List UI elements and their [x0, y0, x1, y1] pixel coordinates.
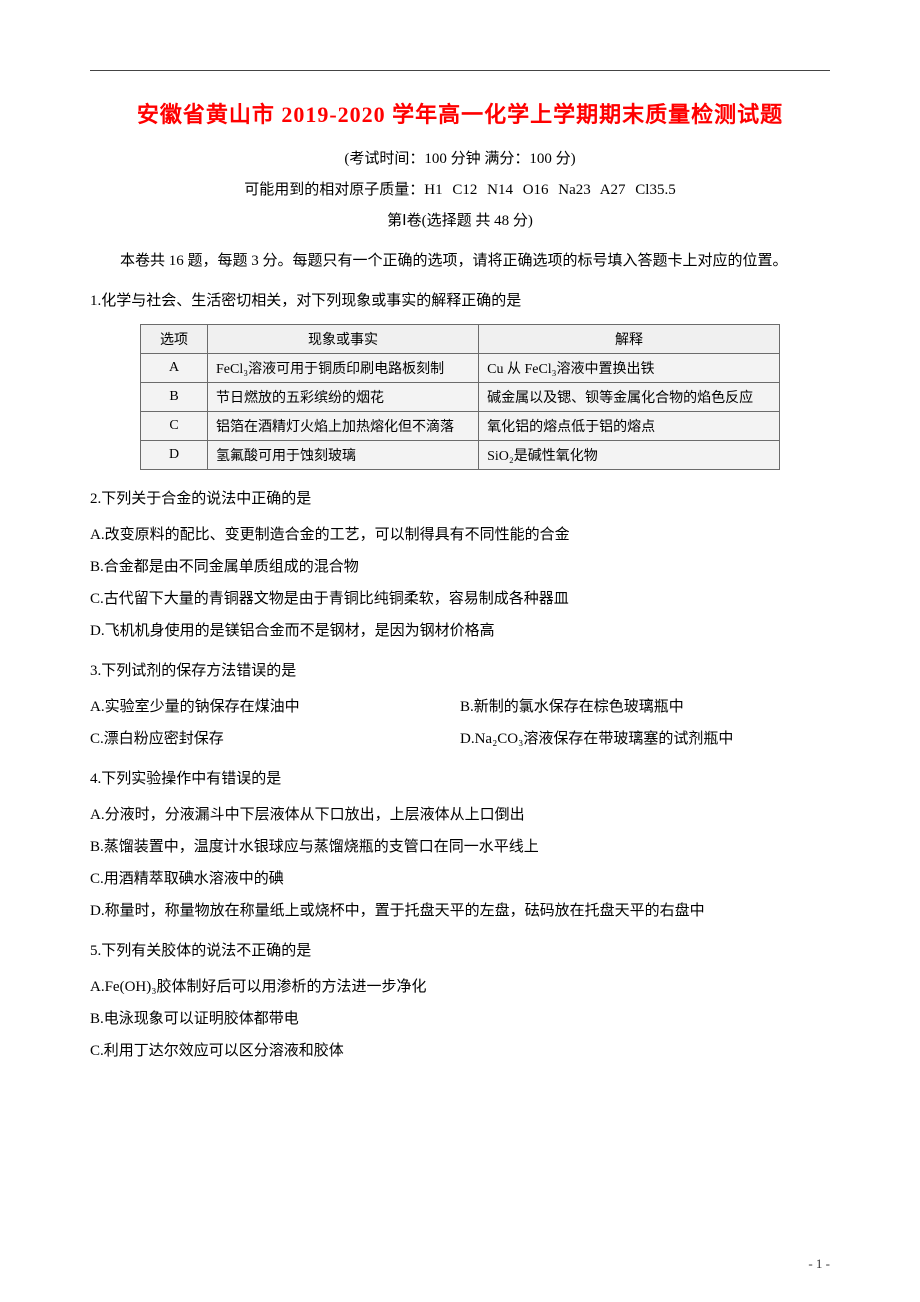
q1-c-opt: C	[141, 412, 208, 441]
table-row: C 铝箔在酒精灯火焰上加热熔化但不滴落 氧化铝的熔点低于铝的熔点	[141, 412, 780, 441]
q1-th-explain: 解释	[479, 325, 780, 354]
q4-opt-b: B.蒸馏装置中，温度计水银球应与蒸馏烧瓶的支管口在同一水平线上	[90, 832, 830, 862]
q1-c-fact: 铝箔在酒精灯火焰上加热熔化但不滴落	[208, 412, 479, 441]
table-row: A FeCl₃溶液可用于铜质印刷电路板刻制 Cu 从 FeCl₃溶液中置换出铁	[141, 354, 780, 383]
q1-d-fact: 氢氟酸可用于蚀刻玻璃	[208, 441, 479, 470]
q3-opt-a: A.实验室少量的钠保存在煤油中	[90, 692, 460, 722]
exam-page: 安徽省黄山市 2019-2020 学年高一化学上学期期末质量检测试题 (考试时间…	[0, 0, 920, 1302]
q1-d-exp: SiO₂是碱性氧化物	[479, 441, 780, 470]
q1-b-exp: 碱金属以及锶、钡等金属化合物的焰色反应	[479, 383, 780, 412]
q1-c-exp: 氧化铝的熔点低于铝的熔点	[479, 412, 780, 441]
part-label: 第Ⅰ卷(选择题 共 48 分)	[90, 209, 830, 230]
q2-opt-d: D.飞机机身使用的是镁铝合金而不是钢材，是因为钢材价格高	[90, 616, 830, 646]
q1-b-fact: 节日燃放的五彩缤纷的烟花	[208, 383, 479, 412]
q4-opt-c: C.用酒精萃取碘水溶液中的碘	[90, 864, 830, 894]
q3-row-cd: C.漂白粉应密封保存 D.Na₂CO₃溶液保存在带玻璃塞的试剂瓶中	[90, 724, 830, 754]
q2-opt-c: C.古代留下大量的青铜器文物是由于青铜比纯铜柔软，容易制成各种器皿	[90, 584, 830, 614]
q1-a-exp: Cu 从 FeCl₃溶液中置换出铁	[479, 354, 780, 383]
q1-a-opt: A	[141, 354, 208, 383]
q2-opt-a: A.改变原料的配比、变更制造合金的工艺，可以制得具有不同性能的合金	[90, 520, 830, 550]
q3-opt-c: C.漂白粉应密封保存	[90, 724, 460, 754]
top-divider	[90, 70, 830, 71]
instructions: 本卷共 16 题，每题 3 分。每题只有一个正确的选项，请将正确选项的标号填入答…	[90, 246, 830, 276]
q2-opt-b: B.合金都是由不同金属单质组成的混合物	[90, 552, 830, 582]
page-number: - 1 -	[808, 1256, 830, 1272]
q1-a-fact: FeCl₃溶液可用于铜质印刷电路板刻制	[208, 354, 479, 383]
exam-info: (考试时间：100 分钟 满分：100 分)	[90, 147, 830, 168]
q2-stem: 2.下列关于合金的说法中正确的是	[90, 484, 830, 514]
table-row: B 节日燃放的五彩缤纷的烟花 碱金属以及锶、钡等金属化合物的焰色反应	[141, 383, 780, 412]
table-row: D 氢氟酸可用于蚀刻玻璃 SiO₂是碱性氧化物	[141, 441, 780, 470]
q3-opt-d: D.Na₂CO₃溶液保存在带玻璃塞的试剂瓶中	[460, 724, 830, 754]
q1-stem: 1.化学与社会、生活密切相关，对下列现象或事实的解释正确的是	[90, 286, 830, 316]
q1-th-fact: 现象或事实	[208, 325, 479, 354]
q1-table: 选项 现象或事实 解释 A FeCl₃溶液可用于铜质印刷电路板刻制 Cu 从 F…	[140, 324, 780, 470]
q3-row-ab: A.实验室少量的钠保存在煤油中 B.新制的氯水保存在棕色玻璃瓶中	[90, 692, 830, 722]
exam-title: 安徽省黄山市 2019-2020 学年高一化学上学期期末质量检测试题	[90, 97, 830, 129]
q5-opt-b: B.电泳现象可以证明胶体都带电	[90, 1004, 830, 1034]
q4-opt-d: D.称量时，称量物放在称量纸上或烧杯中，置于托盘天平的左盘，砝码放在托盘天平的右…	[90, 896, 830, 926]
q1-b-opt: B	[141, 383, 208, 412]
q3-stem: 3.下列试剂的保存方法错误的是	[90, 656, 830, 686]
q3-opt-b: B.新制的氯水保存在棕色玻璃瓶中	[460, 692, 830, 722]
q5-opt-a: A.Fe(OH)₃胶体制好后可以用渗析的方法进一步净化	[90, 972, 830, 1002]
q4-stem: 4.下列实验操作中有错误的是	[90, 764, 830, 794]
q5-stem: 5.下列有关胶体的说法不正确的是	[90, 936, 830, 966]
q1-d-opt: D	[141, 441, 208, 470]
q1-th-option: 选项	[141, 325, 208, 354]
table-row: 选项 现象或事实 解释	[141, 325, 780, 354]
q5-opt-c: C.利用丁达尔效应可以区分溶液和胶体	[90, 1036, 830, 1066]
atomic-mass-line: 可能用到的相对原子质量：H1 C12 N14 O16 Na23 A27 Cl35…	[90, 178, 830, 199]
q4-opt-a: A.分液时，分液漏斗中下层液体从下口放出，上层液体从上口倒出	[90, 800, 830, 830]
